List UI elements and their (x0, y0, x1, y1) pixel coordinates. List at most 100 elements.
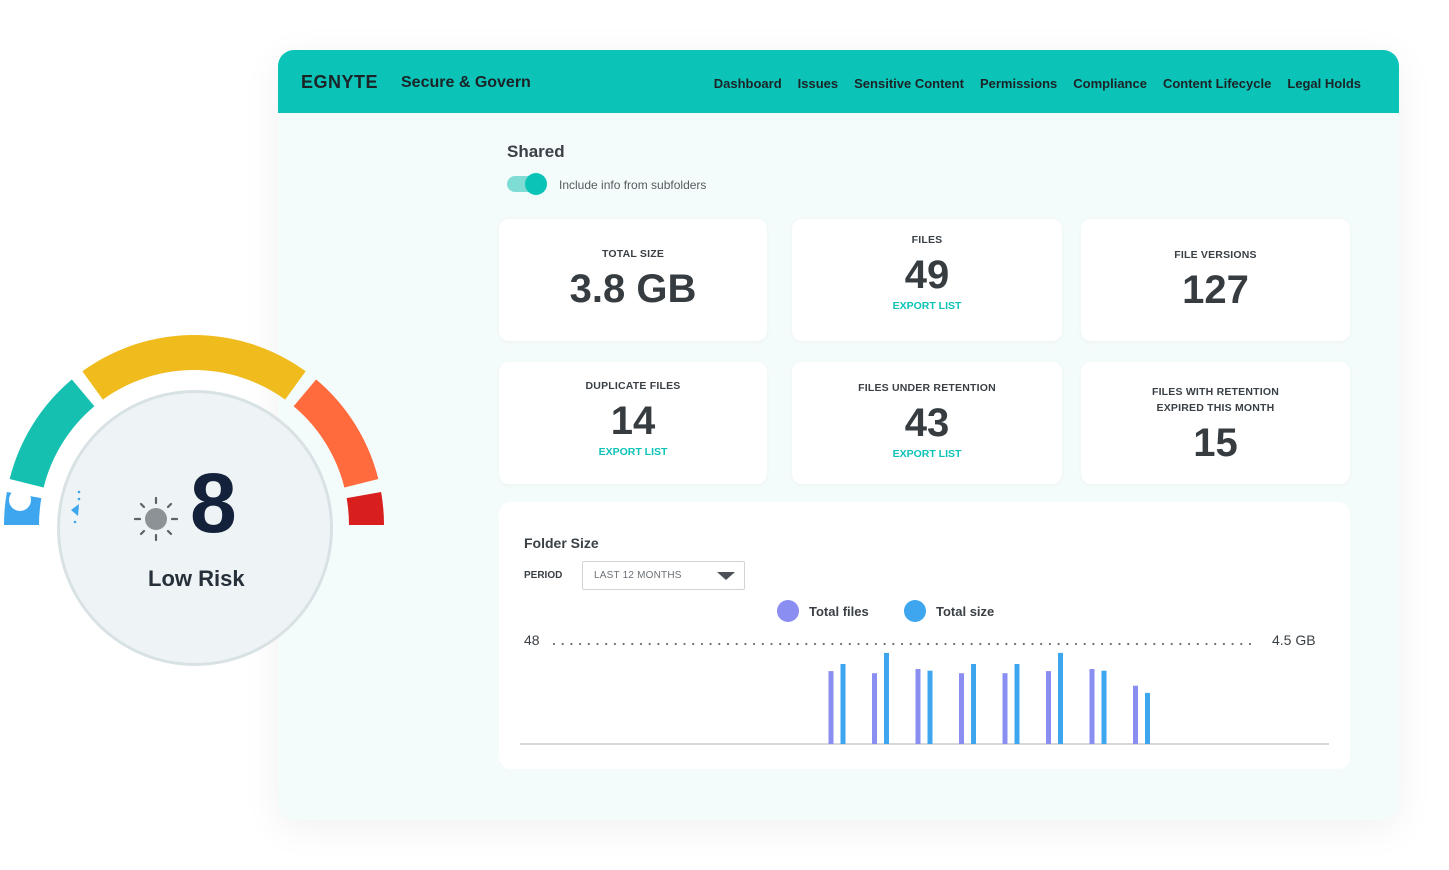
product-name: Secure & Govern (401, 74, 531, 91)
bar-total-files[interactable] (1002, 673, 1008, 744)
toggle-knob (525, 173, 547, 195)
gridline-dot (605, 642, 608, 646)
gridline-dot (666, 642, 669, 646)
gridline-dot (953, 642, 956, 646)
caret-down-icon (717, 572, 735, 580)
gridline-dot (631, 642, 634, 646)
gridline-dot (1231, 642, 1234, 646)
gridline-dot (1144, 642, 1147, 646)
gridline-dot (726, 642, 730, 646)
gauge-segment (82, 335, 306, 400)
gridline-dot (1092, 642, 1095, 646)
gridline-dot (1101, 642, 1104, 646)
bar-total-files[interactable] (1089, 669, 1095, 744)
period-dropdown[interactable]: LAST 12 MONTHS (582, 561, 745, 590)
nav-legal-holds[interactable]: Legal Holds (1287, 76, 1361, 91)
stat-value: 127 (1182, 268, 1249, 312)
stat-label-line-2: EXPIRED THIS MONTH (1156, 402, 1275, 414)
gauge-segment (293, 379, 379, 488)
nav-sensitive-content[interactable]: Sensitive Content (854, 76, 964, 91)
gauge-indicator-dot (9, 489, 31, 511)
gridline-dot (1153, 642, 1156, 646)
gridline-dot (1040, 642, 1043, 646)
gridline-dot (1022, 642, 1025, 646)
gridline-dot (935, 642, 938, 646)
legend-total-files[interactable]: Total files (777, 600, 869, 622)
gridline-dot (570, 642, 573, 646)
gridline-dot (1005, 642, 1008, 646)
gridline-dot (718, 642, 721, 646)
nav-content-lifecycle[interactable]: Content Lifecycle (1162, 76, 1272, 91)
stat-card-duplicate-files: DUPLICATE FILES 14 EXPORT LIST (499, 362, 767, 484)
gridline-dot (848, 642, 851, 646)
legend-total-size[interactable]: Total size (904, 600, 994, 622)
gridline-dot (996, 642, 999, 646)
gridline-dot (1161, 642, 1165, 646)
nav-issues[interactable]: Issues (797, 76, 839, 91)
gridline-dot (787, 642, 790, 646)
legend-dot (904, 600, 926, 622)
stat-value: 3.8 GB (569, 267, 697, 311)
bar-total-size[interactable] (884, 652, 889, 744)
legend-label: Total size (936, 603, 995, 619)
gauge-segment (9, 379, 95, 488)
stat-card-files-under-retention: FILES UNDER RETENTION 43 EXPORT LIST (792, 362, 1062, 484)
stat-card-total-size: TOTAL SIZE 3.8 GB (499, 219, 767, 341)
bar-total-files[interactable] (828, 671, 834, 744)
stat-label: TOTAL SIZE (601, 248, 665, 260)
nav-dashboard[interactable]: Dashboard (713, 76, 782, 91)
bar-total-size[interactable] (840, 664, 846, 744)
gridline-dot (1083, 642, 1086, 646)
left-axis-max: 48 (524, 632, 540, 648)
bar-total-size[interactable] (1101, 670, 1107, 744)
gridline-dot (692, 642, 695, 646)
gridline-dot (1014, 642, 1017, 646)
gridline-dot (1248, 642, 1252, 646)
right-axis-max: 4.5 GB (1272, 632, 1316, 648)
gridline-dot (648, 642, 651, 646)
gridline-dot (970, 642, 973, 646)
bar-total-files[interactable] (959, 673, 964, 744)
stat-value: 14 (610, 399, 656, 443)
bar-total-size[interactable] (927, 670, 933, 744)
gridline-dot (1109, 642, 1112, 646)
gridline-dot (1188, 642, 1191, 646)
gridline-dot (587, 642, 590, 646)
gridline-dot (987, 642, 991, 646)
gridline-dot (613, 642, 616, 646)
gridline-dot (1170, 642, 1173, 646)
gauge-segment (346, 492, 384, 525)
gridline-dot (927, 642, 930, 646)
gridline-dot (1057, 642, 1060, 646)
export-list-link[interactable]: EXPORT LIST (598, 446, 668, 458)
gridline-dot (1031, 642, 1034, 646)
gridline-dot (674, 642, 677, 646)
bar-total-size[interactable] (1014, 664, 1020, 744)
bar-total-files[interactable] (915, 669, 921, 744)
bar-total-files[interactable] (872, 673, 877, 744)
bar-total-size[interactable] (1145, 692, 1150, 744)
gridline-dot (1135, 642, 1138, 646)
logo[interactable]: EGNYTE (301, 72, 379, 92)
risk-score: 8 (190, 456, 237, 550)
risk-gauge: 8 Low Risk (0, 330, 400, 690)
gridline-dot (796, 642, 799, 646)
nav-permissions[interactable]: Permissions (979, 76, 1058, 91)
stat-value: 15 (1193, 421, 1238, 465)
export-list-link[interactable]: EXPORT LIST (892, 300, 962, 312)
gridline-dot (596, 642, 599, 646)
legend-label: Total files (809, 603, 869, 619)
gridline-dot (1066, 642, 1069, 646)
pointer-icon (71, 490, 81, 524)
bar-total-size[interactable] (971, 664, 976, 744)
subfolders-toggle[interactable] (507, 173, 547, 195)
gridline-dot (918, 642, 921, 646)
bar-total-size[interactable] (1058, 652, 1063, 744)
export-list-link[interactable]: EXPORT LIST (892, 448, 962, 460)
bar-total-files[interactable] (1133, 685, 1138, 744)
folder-size-chart (520, 642, 1329, 745)
stat-card-file-versions: FILE VERSIONS 127 (1081, 219, 1350, 341)
stat-label: FILE VERSIONS (1174, 249, 1257, 261)
bar-total-files[interactable] (1046, 671, 1051, 744)
nav-compliance[interactable]: Compliance (1073, 76, 1147, 91)
